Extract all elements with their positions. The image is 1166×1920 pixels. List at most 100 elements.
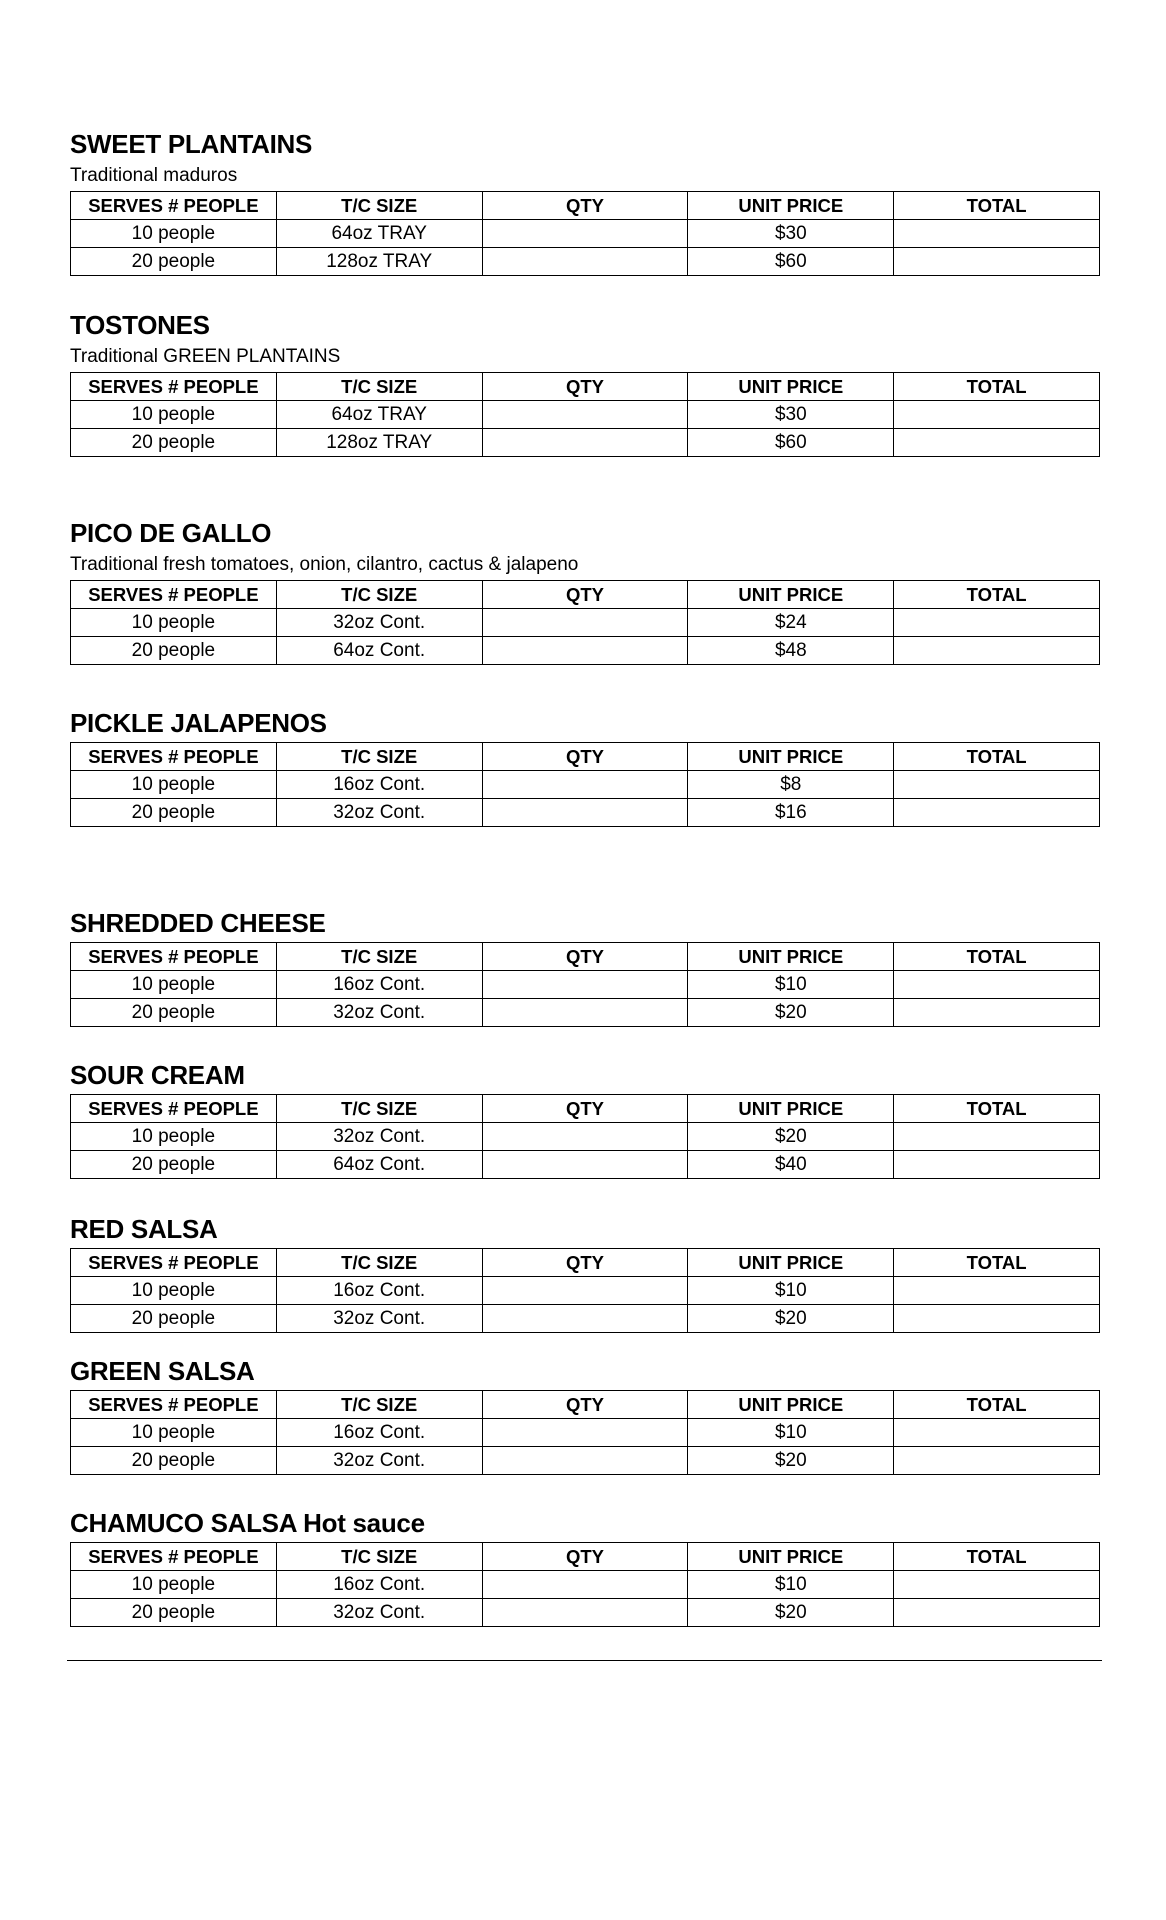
table-cell: 16oz Cont. <box>275 970 483 999</box>
total-cell[interactable] <box>893 608 1100 637</box>
total-cell[interactable] <box>893 1446 1100 1475</box>
table-cell: $60 <box>687 247 895 276</box>
table-cell: $20 <box>687 1122 895 1151</box>
total-cell[interactable] <box>893 1304 1100 1333</box>
column-header: UNIT PRICE <box>687 1390 895 1419</box>
table-cell: 20 people <box>70 247 277 276</box>
column-header: T/C SIZE <box>275 942 483 971</box>
column-header: QTY <box>481 942 689 971</box>
column-header: T/C SIZE <box>275 1542 483 1571</box>
column-header: T/C SIZE <box>275 191 483 220</box>
qty-cell[interactable] <box>481 1150 689 1179</box>
qty-cell[interactable] <box>481 428 689 457</box>
column-header: TOTAL <box>893 1248 1100 1277</box>
qty-cell[interactable] <box>481 998 689 1027</box>
table-cell: 32oz Cont. <box>275 1446 483 1475</box>
table-row: 10 people 32oz Cont. $20 <box>70 1122 1100 1151</box>
table-cell: 20 people <box>70 428 277 457</box>
column-header: UNIT PRICE <box>687 191 895 220</box>
total-cell[interactable] <box>893 998 1100 1027</box>
order-table: SERVES # PEOPLE T/C SIZE QTY UNIT PRICE TOTA… <box>70 580 1100 665</box>
table-cell: $24 <box>687 608 895 637</box>
column-header: UNIT PRICE <box>687 1094 895 1123</box>
section-title: SHREDDED CHEESE <box>70 908 326 938</box>
total-cell[interactable] <box>893 970 1100 999</box>
table-row: 20 people 64oz Cont. $48 <box>70 636 1100 665</box>
qty-cell[interactable] <box>481 400 689 429</box>
qty-cell[interactable] <box>481 1570 689 1599</box>
section-description: Traditional fresh tomatoes, onion, cilan… <box>70 554 579 575</box>
table-cell: $16 <box>687 798 895 827</box>
total-cell[interactable] <box>893 1150 1100 1179</box>
column-header: TOTAL <box>893 942 1100 971</box>
column-header: TOTAL <box>893 191 1100 220</box>
total-cell[interactable] <box>893 1418 1100 1447</box>
table-cell: $30 <box>687 219 895 248</box>
qty-cell[interactable] <box>481 636 689 665</box>
column-header: UNIT PRICE <box>687 1542 895 1571</box>
qty-cell[interactable] <box>481 1598 689 1627</box>
column-header: SERVES # PEOPLE <box>70 580 277 609</box>
column-header: SERVES # PEOPLE <box>70 1094 277 1123</box>
qty-cell[interactable] <box>481 608 689 637</box>
table-cell: 64oz Cont. <box>275 1150 483 1179</box>
table-row: 20 people 32oz Cont. $20 <box>70 998 1100 1027</box>
total-cell[interactable] <box>893 798 1100 827</box>
total-cell[interactable] <box>893 219 1100 248</box>
section-title: PICKLE JALAPENOS <box>70 708 327 738</box>
column-header: QTY <box>481 191 689 220</box>
qty-cell[interactable] <box>481 219 689 248</box>
section-description: Traditional maduros <box>70 165 238 186</box>
section-title: PICO DE GALLO <box>70 518 272 548</box>
total-cell[interactable] <box>893 428 1100 457</box>
total-cell[interactable] <box>893 1598 1100 1627</box>
qty-cell[interactable] <box>481 1446 689 1475</box>
qty-cell[interactable] <box>481 970 689 999</box>
table-cell: 32oz Cont. <box>275 608 483 637</box>
column-header: QTY <box>481 1542 689 1571</box>
total-cell[interactable] <box>893 1570 1100 1599</box>
column-header: TOTAL <box>893 1542 1100 1571</box>
table-header-row: SERVES # PEOPLE T/C SIZE QTY UNIT PRICE TOTA… <box>70 1542 1100 1571</box>
table-row: 20 people 32oz Cont. $20 <box>70 1598 1100 1627</box>
qty-cell[interactable] <box>481 770 689 799</box>
table-cell: $40 <box>687 1150 895 1179</box>
qty-cell[interactable] <box>481 1304 689 1333</box>
column-header: T/C SIZE <box>275 1390 483 1419</box>
table-cell: $10 <box>687 1276 895 1305</box>
total-cell[interactable] <box>893 400 1100 429</box>
table-cell: 32oz Cont. <box>275 1122 483 1151</box>
table-cell: 10 people <box>70 770 277 799</box>
qty-cell[interactable] <box>481 1418 689 1447</box>
total-cell[interactable] <box>893 770 1100 799</box>
column-header: SERVES # PEOPLE <box>70 191 277 220</box>
column-header: TOTAL <box>893 1094 1100 1123</box>
table-cell: 10 people <box>70 1276 277 1305</box>
table-cell: 20 people <box>70 1150 277 1179</box>
column-header: SERVES # PEOPLE <box>70 1248 277 1277</box>
total-cell[interactable] <box>893 1122 1100 1151</box>
table-row: 20 people 32oz Cont. $20 <box>70 1446 1100 1475</box>
table-cell: 20 people <box>70 1598 277 1627</box>
table-row: 10 people 64oz TRAY $30 <box>70 219 1100 248</box>
qty-cell[interactable] <box>481 1122 689 1151</box>
qty-cell[interactable] <box>481 1276 689 1305</box>
table-row: 10 people 16oz Cont. $10 <box>70 1570 1100 1599</box>
total-cell[interactable] <box>893 1276 1100 1305</box>
qty-cell[interactable] <box>481 798 689 827</box>
column-header: QTY <box>481 372 689 401</box>
table-cell: 16oz Cont. <box>275 1570 483 1599</box>
table-cell: $10 <box>687 1418 895 1447</box>
table-cell: 10 people <box>70 1122 277 1151</box>
table-cell: $60 <box>687 428 895 457</box>
column-header: T/C SIZE <box>275 580 483 609</box>
column-header: TOTAL <box>893 742 1100 771</box>
qty-cell[interactable] <box>481 247 689 276</box>
column-header: T/C SIZE <box>275 1248 483 1277</box>
table-cell: $10 <box>687 1570 895 1599</box>
column-header: UNIT PRICE <box>687 1248 895 1277</box>
table-cell: 10 people <box>70 608 277 637</box>
total-cell[interactable] <box>893 247 1100 276</box>
table-row: 20 people 128oz TRAY $60 <box>70 247 1100 276</box>
total-cell[interactable] <box>893 636 1100 665</box>
